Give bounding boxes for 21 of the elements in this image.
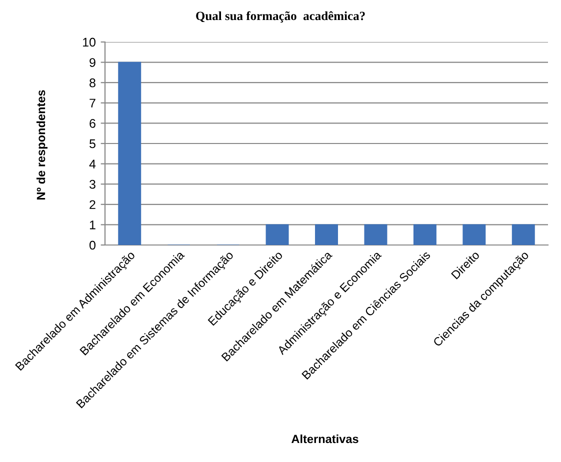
bar <box>266 224 289 245</box>
y-tick-label: 1 <box>90 220 96 230</box>
bar <box>413 224 436 245</box>
y-tick-label: 7 <box>90 98 96 108</box>
bar <box>315 224 338 245</box>
y-tick-label: 6 <box>90 119 96 128</box>
y-tick-label: 2 <box>90 200 96 209</box>
y-tick-label: 0 <box>90 240 96 250</box>
y-axis-title: Nº de respondentes <box>36 90 48 200</box>
x-axis-title: Alternativas <box>292 434 358 444</box>
y-tick-label: 4 <box>89 160 96 168</box>
bar <box>462 224 486 245</box>
y-tick-label: 3 <box>90 180 96 189</box>
y-tick-label: 9 <box>90 58 96 67</box>
bar <box>118 62 142 245</box>
bar <box>512 224 535 245</box>
chart-title: Qual sua formação acadêmica? <box>196 11 365 23</box>
bar <box>364 224 388 245</box>
y-tick-label: 5 <box>90 139 96 148</box>
y-tick-label: 8 <box>90 78 96 88</box>
y-tick-label: 10 <box>83 38 96 47</box>
